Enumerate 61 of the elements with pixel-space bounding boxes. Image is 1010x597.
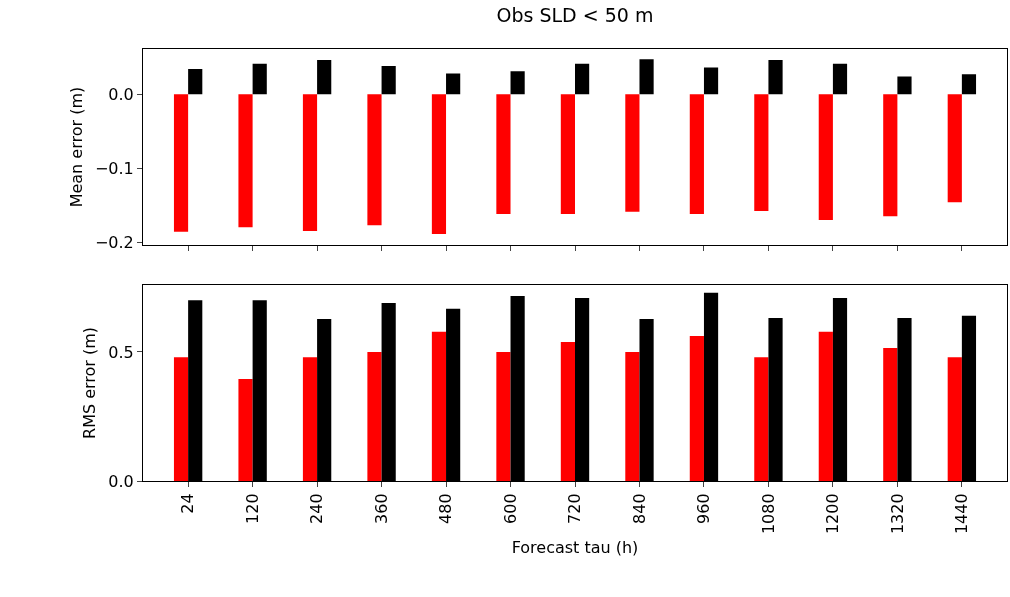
bar <box>625 94 640 212</box>
bar <box>302 94 318 232</box>
x-tick-label: 960 <box>694 493 714 524</box>
bar <box>446 73 461 95</box>
y-tick-label: 0.0 <box>108 84 134 104</box>
bar <box>818 331 833 481</box>
x-tick-label: 240 <box>307 493 327 524</box>
bar <box>173 94 189 232</box>
y-axis-title: RMS error (m) <box>80 326 100 439</box>
bar <box>302 357 318 481</box>
bar <box>381 66 396 95</box>
y-tick-label: −0.1 <box>94 158 134 178</box>
bar <box>510 71 525 95</box>
bar <box>897 76 912 95</box>
bar <box>188 68 203 95</box>
bar <box>496 94 511 215</box>
bar <box>947 357 962 481</box>
bar <box>625 351 640 481</box>
bar <box>754 357 769 481</box>
bar <box>754 94 769 212</box>
x-tick-label: 720 <box>565 493 585 524</box>
bar <box>883 94 898 217</box>
bar <box>238 94 253 228</box>
bar <box>639 59 654 95</box>
bar <box>317 60 332 95</box>
y-axis-title: Mean error (m) <box>66 86 86 208</box>
x-tick-label: 1440 <box>952 493 972 535</box>
x-tick-label: 120 <box>242 493 262 524</box>
bar <box>173 357 189 481</box>
bar <box>496 351 511 481</box>
bar <box>703 67 719 95</box>
x-tick-label: 24 <box>178 493 198 514</box>
bar <box>252 63 267 95</box>
bar <box>689 335 704 481</box>
bar <box>367 94 382 226</box>
bar <box>431 331 447 481</box>
y-tick-label: −0.2 <box>94 232 134 252</box>
bar <box>961 74 977 95</box>
y-tick-label: 0.0 <box>108 471 134 491</box>
bar <box>818 94 833 220</box>
x-tick-label: 480 <box>436 493 456 524</box>
bar <box>575 63 590 95</box>
x-axis-title: Forecast tau (h) <box>511 537 639 557</box>
x-tick-label: 1200 <box>823 493 843 535</box>
bar <box>560 341 575 481</box>
bar <box>832 63 848 95</box>
bar <box>947 94 962 203</box>
bar <box>883 348 898 481</box>
x-tick-label: 840 <box>629 493 649 524</box>
bar <box>238 379 253 481</box>
y-tick-label: 0.5 <box>108 342 134 362</box>
bar <box>431 94 447 235</box>
x-tick-label: 360 <box>371 493 391 524</box>
bar <box>689 94 704 215</box>
x-tick-label: 1080 <box>758 493 778 535</box>
bar <box>768 60 783 95</box>
bar <box>560 94 575 215</box>
x-tick-label: 600 <box>500 493 520 524</box>
bar <box>367 351 382 481</box>
x-tick-label: 1320 <box>887 493 907 535</box>
chart-title: Obs SLD < 50 m <box>496 4 654 27</box>
